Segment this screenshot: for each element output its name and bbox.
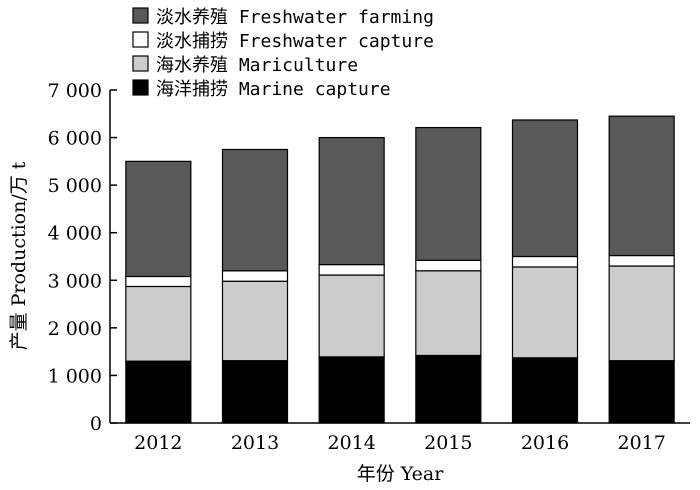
x-ticks: 2012 2013 2014 2015 2016 2017 <box>134 416 666 454</box>
legend-swatch <box>132 7 149 24</box>
legend-label: 海水养殖 Mariculture <box>156 54 358 76</box>
legend-label: 淡水养殖 Freshwater farming <box>156 6 434 28</box>
bar-segment-2014-1 <box>318 274 385 358</box>
bar-segment-2015-0 <box>415 354 482 424</box>
x-tick-label: 2012 <box>134 432 182 454</box>
bar-segment-2013-3 <box>221 148 289 272</box>
bar-segment-2017-0 <box>608 360 675 424</box>
bar-segment-2015-2 <box>415 259 482 272</box>
legend-label: 海洋捕捞 Marine capture <box>156 79 391 100</box>
bar-segment-2016-0 <box>511 357 579 424</box>
x-tick-label: 2017 <box>617 432 665 454</box>
y-tick-label: 6 000 <box>48 128 102 150</box>
bar-segment-2014-2 <box>318 263 385 276</box>
legend-swatch <box>132 55 149 72</box>
x-tick-label: 2014 <box>327 432 375 454</box>
y-tick-label: 5 000 <box>48 175 102 197</box>
bars <box>125 115 675 424</box>
bar-segment-2015-3 <box>415 126 482 261</box>
bar-segment-2014-3 <box>318 136 385 266</box>
bar-segment-2013-1 <box>221 280 289 362</box>
y-tick-label: 3 000 <box>48 270 102 292</box>
legend: 淡水养殖 Freshwater farming 淡水捕捞 Freshwater c… <box>132 6 434 100</box>
y-tick-label: 7 000 <box>48 80 102 102</box>
y-tick-label: 1 000 <box>48 365 102 387</box>
x-tick-label: 2013 <box>231 432 279 454</box>
x-tick-label: 2015 <box>424 432 472 454</box>
legend-label: 淡水捕捞 Freshwater capture <box>156 31 434 52</box>
legend-swatch <box>132 31 149 48</box>
bar-segment-2012-2 <box>125 275 192 288</box>
y-axis-title: 产量 Production/万 t <box>8 161 30 350</box>
legend-swatch <box>132 79 149 96</box>
y-tick-label: 0 <box>90 413 102 435</box>
y-tick-label: 4 000 <box>48 223 102 245</box>
bar-segment-2016-2 <box>511 255 579 268</box>
bar-segment-2014-0 <box>318 356 385 424</box>
bar-segment-2015-1 <box>415 270 482 357</box>
bar-segment-2016-3 <box>511 119 579 258</box>
bar-segment-2017-1 <box>608 265 675 362</box>
bar-segment-2013-2 <box>221 270 289 282</box>
bar-segment-2012-1 <box>125 285 192 362</box>
y-ticks: 0 1 000 2 000 3 000 4 000 5 000 6 000 7 000 <box>48 80 117 435</box>
axes <box>109 90 690 424</box>
bar-segment-2016-1 <box>511 266 579 359</box>
x-tick-label: 2016 <box>521 432 569 454</box>
bar-segment-2017-2 <box>608 254 675 267</box>
bar-segment-2012-3 <box>125 160 192 278</box>
bar-segment-2012-0 <box>125 360 192 424</box>
y-tick-label: 2 000 <box>48 318 102 340</box>
bar-segment-2013-0 <box>221 360 289 424</box>
bar-segment-2017-3 <box>608 115 675 257</box>
x-axis-title: 年份 Year <box>357 463 445 485</box>
